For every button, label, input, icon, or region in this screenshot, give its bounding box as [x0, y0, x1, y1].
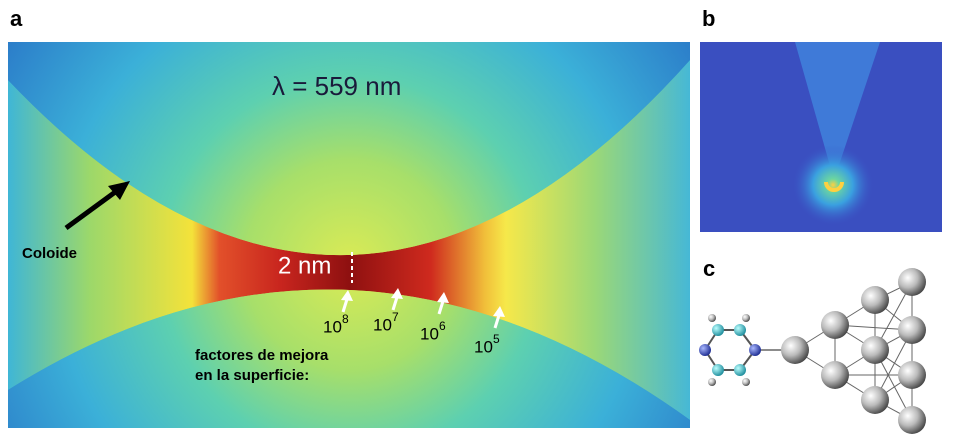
- enhancement-base: 10: [474, 337, 493, 356]
- caption: factores de mejora: [195, 347, 329, 364]
- page: a b c λ = 559 nm Coloide 2 nm 1081071061…: [0, 0, 955, 442]
- carbon: [712, 324, 724, 336]
- metal-atom: [861, 336, 889, 364]
- carbon: [734, 364, 746, 376]
- enhancement-base: 10: [420, 324, 439, 343]
- metal-atom: [861, 286, 889, 314]
- figure: a b c λ = 559 nm Coloide 2 nm 1081071061…: [0, 0, 955, 442]
- panel-label: b: [702, 6, 715, 31]
- enhancement-exponent: 7: [392, 310, 399, 324]
- wavelength: λ = 559 nm: [272, 71, 401, 101]
- hydrogen: [742, 314, 750, 322]
- colloid-label: Coloide: [22, 245, 77, 262]
- enhancement-exponent: 5: [493, 332, 500, 346]
- panel-c: [699, 268, 926, 434]
- tip-field: [700, 130, 942, 232]
- nitrogen: [749, 344, 761, 356]
- metal-atom: [781, 336, 809, 364]
- hydrogen: [708, 378, 716, 386]
- gap-label: 2 nm: [278, 252, 331, 279]
- panel-label: a: [10, 6, 23, 31]
- metal-atom: [821, 311, 849, 339]
- metal-atom: [898, 268, 926, 296]
- caption: en la superficie:: [195, 367, 309, 384]
- nitrogen: [699, 344, 711, 356]
- enhancement-exponent: 8: [342, 312, 349, 326]
- metal-atom: [898, 361, 926, 389]
- metal-atom: [821, 361, 849, 389]
- hydrogen: [708, 314, 716, 322]
- metal-atom: [898, 406, 926, 434]
- enhancement-base: 10: [373, 315, 392, 334]
- metal-atom: [861, 386, 889, 414]
- panel-label: c: [703, 256, 715, 281]
- enhancement-exponent: 6: [439, 319, 446, 333]
- enhancement-base: 10: [323, 317, 342, 336]
- carbon: [734, 324, 746, 336]
- metal-atom: [898, 316, 926, 344]
- panel-b: [700, 42, 942, 232]
- hydrogen: [742, 378, 750, 386]
- carbon: [712, 364, 724, 376]
